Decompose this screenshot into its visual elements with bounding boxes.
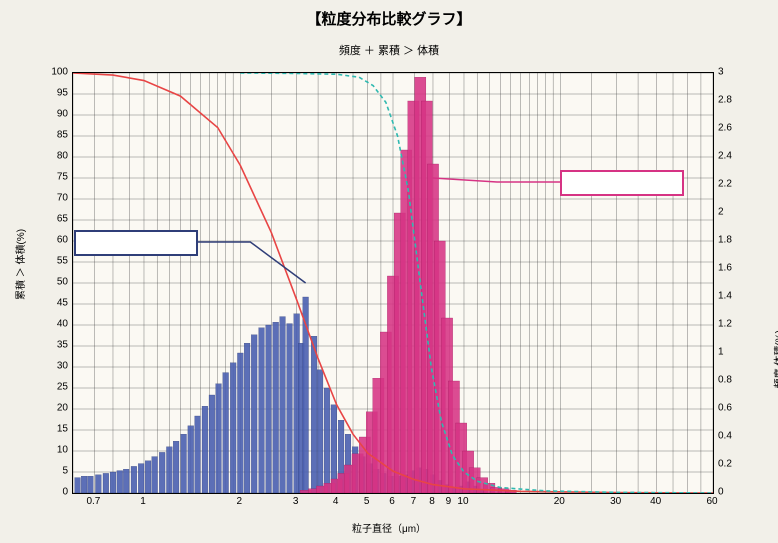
ytick-right: 2.4: [718, 151, 758, 162]
xtick: 0.7: [86, 496, 100, 507]
ytick-left: 90: [38, 109, 68, 120]
ytick-left: 70: [38, 193, 68, 204]
ytick-left: 5: [38, 466, 68, 477]
xtick: 20: [554, 496, 565, 507]
ytick-left: 65: [38, 214, 68, 225]
xtick: 7: [411, 496, 417, 507]
ytick-right: 1.4: [718, 291, 758, 302]
ytick-left: 0: [38, 487, 68, 498]
callout-pink: [560, 170, 684, 196]
ytick-left: 10: [38, 445, 68, 456]
ytick-right: 1: [718, 347, 758, 358]
ytick-right: 1.6: [718, 263, 758, 274]
ytick-left: 25: [38, 382, 68, 393]
xtick: 5: [364, 496, 370, 507]
xtick: 4: [333, 496, 339, 507]
ytick-right: 1.2: [718, 319, 758, 330]
ytick-left: 40: [38, 319, 68, 330]
chart-subtitle: 頻度 ＋ 累積 ＞ 体積: [0, 42, 778, 58]
y-axis-right-label: 頻度 体積(%): [770, 330, 778, 388]
ytick-right: 2.6: [718, 123, 758, 134]
xtick: 60: [706, 496, 717, 507]
ytick-left: 55: [38, 256, 68, 267]
ytick-left: 100: [38, 67, 68, 78]
xtick: 6: [389, 496, 395, 507]
ytick-left: 95: [38, 88, 68, 99]
ytick-left: 20: [38, 403, 68, 414]
ytick-left: 85: [38, 130, 68, 141]
ytick-right: 2.2: [718, 179, 758, 190]
ytick-left: 45: [38, 298, 68, 309]
ytick-left: 50: [38, 277, 68, 288]
plot-area: [72, 72, 714, 494]
x-axis-label: 粒子直径（μm）: [0, 520, 778, 535]
ytick-right: 0.8: [718, 375, 758, 386]
xtick: 40: [650, 496, 661, 507]
xtick: 1: [140, 496, 146, 507]
xtick: 2: [237, 496, 243, 507]
xtick: 3: [293, 496, 299, 507]
xtick: 10: [457, 496, 468, 507]
ytick-right: 0.4: [718, 431, 758, 442]
ytick-right: 1.8: [718, 235, 758, 246]
callout-blue: [74, 230, 198, 256]
ytick-left: 30: [38, 361, 68, 372]
ytick-right: 2: [718, 207, 758, 218]
ytick-right: 0.6: [718, 403, 758, 414]
ytick-left: 80: [38, 151, 68, 162]
xtick: 8: [429, 496, 435, 507]
y-axis-left-label: 累積 ＞ 体積(%): [12, 229, 27, 300]
ytick-left: 60: [38, 235, 68, 246]
ytick-left: 35: [38, 340, 68, 351]
xtick: 9: [446, 496, 452, 507]
ytick-left: 75: [38, 172, 68, 183]
ytick-right: 2.8: [718, 95, 758, 106]
ytick-left: 15: [38, 424, 68, 435]
ytick-right: 0: [718, 487, 758, 498]
chart-title: 【粒度分布比較グラフ】: [0, 8, 778, 29]
ytick-right: 3: [718, 67, 758, 78]
ytick-right: 0.2: [718, 459, 758, 470]
xtick: 30: [610, 496, 621, 507]
